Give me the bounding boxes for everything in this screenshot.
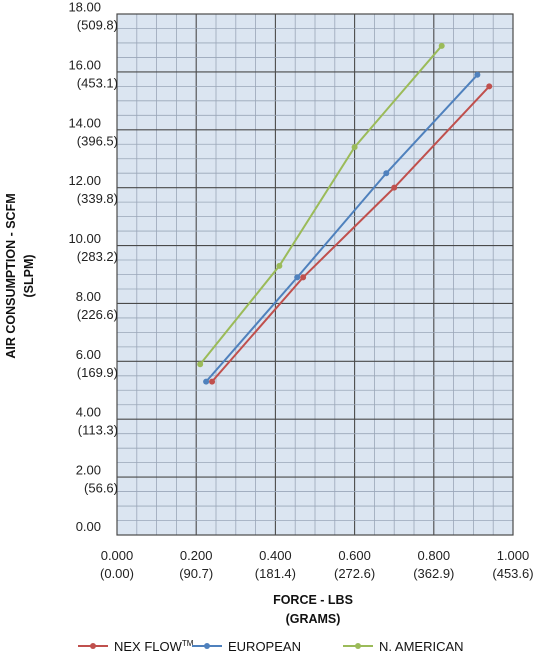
legend-marker <box>355 643 361 649</box>
data-point-n-american <box>276 262 283 269</box>
grid <box>117 14 513 535</box>
plot-border <box>116 13 514 536</box>
y-tick-label: 16.00 <box>68 57 101 72</box>
legend-label-superscript: TM <box>182 639 194 648</box>
x-tick-label: 0.800 <box>418 548 451 563</box>
y-axis-subtitle: (SLPM) <box>22 254 36 297</box>
x-tick-sublabel: (272.6) <box>334 566 375 581</box>
y-tick-label: 12.00 <box>68 173 101 188</box>
data-point-nex-flow <box>391 184 398 191</box>
y-tick-sublabel: (396.5) <box>77 133 118 148</box>
data-point-european <box>383 170 390 177</box>
y-tick-sublabel: (339.8) <box>77 191 118 206</box>
y-tick-label: 10.00 <box>68 231 101 246</box>
data-point-european <box>203 378 210 385</box>
x-tick-sublabel: (0.00) <box>100 566 134 581</box>
data-point-n-american <box>438 42 445 49</box>
x-tick-sublabel: (362.9) <box>413 566 454 581</box>
y-axis-ticks: 0.00 2.00 (56.6) 4.00 (113.3) 6.00 (169.9) 8.00… <box>68 0 118 534</box>
y-tick-label: 4.00 <box>76 405 101 420</box>
x-axis-title: FORCE - LBS <box>273 593 353 607</box>
x-tick-sublabel: (453.6) <box>492 566 533 581</box>
x-axis-subtitle: (GRAMS) <box>286 612 341 626</box>
data-point-nex-flow <box>300 274 307 281</box>
legend-marker <box>90 643 96 649</box>
legend-label: NEX FLOWTM <box>114 639 194 654</box>
y-tick-label: 0.00 <box>76 519 101 534</box>
series-line-european <box>205 74 479 383</box>
x-tick-sublabel: (90.7) <box>179 566 213 581</box>
y-tick-sublabel: (226.6) <box>77 307 118 322</box>
x-tick-label: 0.200 <box>180 548 213 563</box>
y-tick-label: 18.00 <box>68 0 101 15</box>
data-point-european <box>294 274 301 281</box>
x-tick-label: 0.400 <box>259 548 292 563</box>
y-tick-sublabel: (283.2) <box>77 249 118 264</box>
y-tick-sublabel: (56.6) <box>84 481 118 496</box>
legend-marker <box>204 643 210 649</box>
legend-label: N. AMERICAN <box>379 639 464 654</box>
y-tick-sublabel: (453.1) <box>77 75 118 90</box>
y-tick-label: 2.00 <box>76 463 101 478</box>
x-tick-label: 0.600 <box>338 548 371 563</box>
data-point-nex-flow <box>209 378 216 385</box>
y-tick-sublabel: (509.8) <box>77 18 118 33</box>
data-point-nex-flow <box>486 83 493 90</box>
y-axis-title: AIR CONSUMPTION - SCFM <box>4 193 18 358</box>
x-tick-label: 1.000 <box>497 548 530 563</box>
data-point-n-american <box>351 144 358 151</box>
y-tick-label: 8.00 <box>76 289 101 304</box>
y-tick-sublabel: (169.9) <box>77 365 118 380</box>
y-tick-label: 6.00 <box>76 347 101 362</box>
x-tick-sublabel: (181.4) <box>255 566 296 581</box>
series-line-nex-flow <box>211 85 490 383</box>
legend: NEX FLOWTM EUROPEAN N. AMERICAN <box>78 639 464 654</box>
series-layer <box>197 42 493 385</box>
data-point-european <box>474 71 481 78</box>
data-point-n-american <box>197 361 204 368</box>
legend-label: EUROPEAN <box>228 639 301 654</box>
x-tick-label: 0.000 <box>101 548 134 563</box>
series-line-n-american <box>199 45 443 365</box>
y-tick-sublabel: (113.3) <box>78 423 118 438</box>
x-axis-ticks: 0.000 (0.00) 0.200 (90.7) 0.400 (181.4) 0.600 (… <box>100 548 534 581</box>
y-tick-label: 14.00 <box>68 115 101 130</box>
